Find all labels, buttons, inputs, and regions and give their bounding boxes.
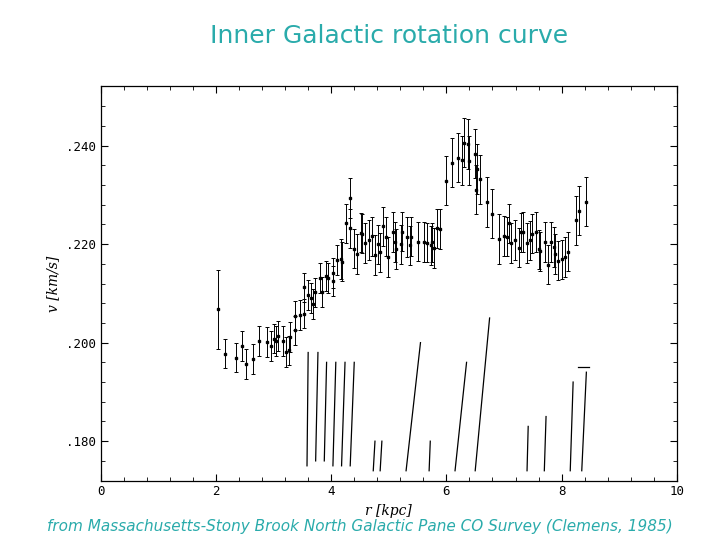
Text: from Massachusetts-Stony Brook North Galactic Pane CO Survey (Clemens, 1985): from Massachusetts-Stony Brook North Gal… bbox=[47, 518, 673, 534]
Y-axis label: v [km/s]: v [km/s] bbox=[46, 255, 60, 312]
Text: Inner Galactic rotation curve: Inner Galactic rotation curve bbox=[210, 24, 568, 48]
X-axis label: r [kpc]: r [kpc] bbox=[366, 504, 412, 518]
